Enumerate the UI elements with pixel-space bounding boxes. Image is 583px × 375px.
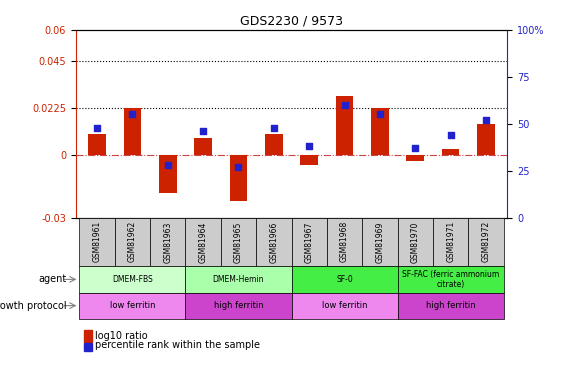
Point — [482, 117, 491, 123]
Point — [128, 111, 137, 117]
Bar — [265, 134, 283, 155]
Text: high ferritin: high ferritin — [426, 301, 476, 310]
Bar — [150, 217, 185, 266]
Point — [92, 124, 101, 130]
Point — [163, 162, 173, 168]
Bar — [292, 292, 398, 319]
Bar — [194, 138, 212, 155]
Point — [198, 128, 208, 134]
Text: percentile rank within the sample: percentile rank within the sample — [95, 340, 260, 350]
Point — [234, 164, 243, 170]
Point — [446, 132, 455, 138]
Text: GSM81972: GSM81972 — [482, 221, 490, 262]
Bar — [406, 155, 424, 161]
Text: GSM81962: GSM81962 — [128, 221, 137, 262]
Bar — [477, 124, 495, 155]
Text: GSM81966: GSM81966 — [269, 221, 278, 262]
Point — [269, 124, 279, 130]
Bar — [115, 217, 150, 266]
Text: SF-0: SF-0 — [336, 275, 353, 284]
Text: SF-FAC (ferric ammonium
citrate): SF-FAC (ferric ammonium citrate) — [402, 270, 499, 289]
Bar — [185, 266, 292, 292]
Bar — [256, 217, 292, 266]
Bar — [362, 217, 398, 266]
Bar — [292, 217, 327, 266]
Bar — [336, 96, 353, 155]
Text: GSM81963: GSM81963 — [163, 221, 172, 262]
Bar — [88, 134, 106, 155]
Bar — [442, 149, 459, 155]
Bar — [300, 155, 318, 165]
Bar — [230, 155, 247, 201]
Bar — [79, 292, 185, 319]
Text: GSM81971: GSM81971 — [446, 221, 455, 262]
Text: low ferritin: low ferritin — [322, 301, 367, 310]
Text: GSM81961: GSM81961 — [93, 221, 101, 262]
Text: GSM81967: GSM81967 — [305, 221, 314, 262]
Bar — [221, 217, 256, 266]
Bar — [433, 217, 468, 266]
Point — [410, 145, 420, 151]
Text: log10 ratio: log10 ratio — [95, 331, 148, 340]
Text: low ferritin: low ferritin — [110, 301, 155, 310]
Bar — [124, 108, 141, 155]
Text: DMEM-FBS: DMEM-FBS — [112, 275, 153, 284]
Bar — [468, 217, 504, 266]
Text: GSM81970: GSM81970 — [411, 221, 420, 262]
Title: GDS2230 / 9573: GDS2230 / 9573 — [240, 15, 343, 27]
Bar — [85, 343, 92, 351]
Text: agent: agent — [39, 274, 67, 284]
Bar — [85, 330, 92, 342]
Bar — [327, 217, 362, 266]
Bar — [398, 217, 433, 266]
Bar — [185, 292, 292, 319]
Bar — [398, 292, 504, 319]
Text: GSM81965: GSM81965 — [234, 221, 243, 262]
Point — [375, 111, 385, 117]
Text: GSM81969: GSM81969 — [375, 221, 384, 262]
Bar — [371, 108, 389, 155]
Bar — [185, 217, 221, 266]
Text: GSM81964: GSM81964 — [199, 221, 208, 262]
Text: DMEM-Hemin: DMEM-Hemin — [213, 275, 264, 284]
Text: high ferritin: high ferritin — [213, 301, 264, 310]
Bar — [292, 266, 398, 292]
Point — [340, 102, 349, 108]
Bar — [79, 217, 115, 266]
Bar — [159, 155, 177, 192]
Text: growth protocol: growth protocol — [0, 301, 67, 310]
Text: GSM81968: GSM81968 — [340, 221, 349, 262]
Point — [304, 143, 314, 149]
Bar — [398, 266, 504, 292]
Bar — [79, 266, 185, 292]
